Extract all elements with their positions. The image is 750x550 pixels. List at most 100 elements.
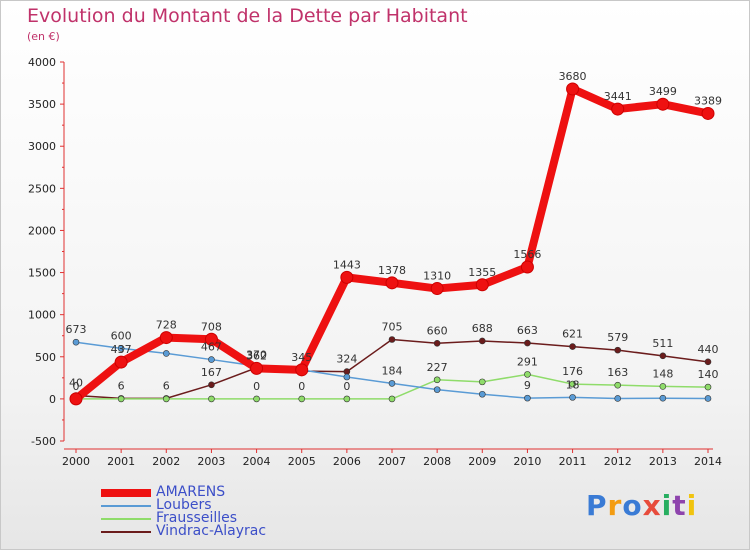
- data-point: [340, 270, 354, 284]
- data-point: [478, 337, 486, 345]
- data-point: [614, 346, 622, 354]
- data-point: [524, 339, 531, 347]
- data-label: 600: [111, 329, 132, 342]
- data-point: [162, 395, 170, 403]
- data-label: 6: [118, 379, 125, 392]
- x-tick-label: 2004: [243, 455, 271, 468]
- data-point: [204, 332, 218, 346]
- legend-label: AMARENS: [156, 484, 226, 500]
- data-point: [162, 350, 170, 357]
- x-tick-label: 2003: [197, 455, 225, 468]
- data-label: 362: [246, 349, 267, 362]
- data-label: 370: [246, 349, 267, 362]
- data-point: [298, 395, 306, 403]
- data-label: 3441: [604, 90, 632, 103]
- data-point: [569, 380, 576, 388]
- chart-title: Evolution du Montant de la Dette par Hab…: [27, 5, 468, 27]
- y-tick-label: 3500: [28, 98, 56, 111]
- data-label: 227: [427, 361, 448, 374]
- data-label: 176: [562, 365, 583, 378]
- data-point: [208, 356, 215, 363]
- legend-swatch: [101, 518, 151, 520]
- logo-letter: o: [622, 489, 643, 522]
- data-point: [117, 345, 125, 352]
- y-tick-label: 0: [49, 393, 56, 406]
- data-label: 1566: [513, 248, 541, 261]
- data-label: 579: [607, 331, 628, 344]
- data-point: [388, 395, 396, 403]
- data-label: 437: [111, 343, 132, 356]
- data-label: 660: [427, 324, 448, 337]
- data-point: [433, 376, 441, 384]
- data-label: 1310: [423, 270, 451, 283]
- legend-label: Vindrac-Alayrac: [156, 523, 267, 539]
- data-point: [524, 394, 531, 402]
- data-point: [569, 394, 576, 401]
- data-point: [614, 381, 622, 389]
- y-tick-label: 1500: [28, 267, 56, 280]
- x-tick-label: 2007: [378, 455, 406, 468]
- x-tick-label: 2013: [649, 455, 677, 468]
- legend-label: Loubers: [156, 497, 212, 513]
- data-point: [704, 358, 712, 366]
- data-point: [478, 378, 486, 386]
- x-tick-label: 2014: [694, 455, 722, 468]
- data-point: [72, 338, 80, 346]
- data-point: [704, 383, 712, 391]
- logo-letter: x: [642, 489, 662, 522]
- logo-letter: i: [661, 489, 673, 522]
- data-label: 728: [156, 319, 177, 332]
- x-tick-label: 2000: [62, 455, 90, 468]
- data-label: 3499: [649, 85, 677, 98]
- data-point: [433, 340, 441, 347]
- data-label: 511: [652, 337, 673, 350]
- data-label: 18: [566, 378, 580, 391]
- data-point: [520, 260, 534, 274]
- data-point: [569, 343, 576, 350]
- logo-letter: r: [607, 489, 623, 522]
- data-point: [566, 82, 580, 96]
- legend-swatch: [101, 531, 151, 533]
- x-tick-label: 2008: [423, 455, 451, 468]
- x-tick-label: 2012: [604, 455, 632, 468]
- data-point: [430, 282, 444, 296]
- data-point: [117, 395, 125, 403]
- data-point: [478, 390, 486, 398]
- data-point: [208, 395, 215, 403]
- data-point: [114, 355, 128, 369]
- x-tick-label: 2010: [513, 455, 541, 468]
- data-point: [656, 97, 670, 111]
- data-label: 621: [562, 328, 583, 341]
- data-label: 140: [698, 368, 719, 381]
- data-label: 0: [343, 380, 350, 393]
- data-point: [614, 395, 622, 402]
- y-tick-label: 4000: [28, 56, 56, 69]
- x-tick-label: 2005: [288, 455, 316, 468]
- data-point: [253, 395, 260, 403]
- chart-subtitle: (en €): [27, 30, 60, 43]
- x-tick-label: 2011: [559, 455, 587, 468]
- data-point: [343, 395, 351, 403]
- series-line-amarens: [72, 84, 712, 403]
- data-point: [433, 386, 441, 393]
- y-tick-label: 2500: [28, 182, 56, 195]
- legend-label: Frausseilles: [156, 510, 238, 526]
- data-point: [388, 380, 396, 387]
- proxiti-logo: Proxiti: [586, 489, 697, 522]
- y-tick-label: 1000: [28, 309, 56, 322]
- data-point: [659, 352, 667, 360]
- data-point: [388, 336, 396, 343]
- data-label: 324: [336, 353, 357, 366]
- data-label: 3389: [694, 94, 722, 107]
- data-point: [704, 395, 712, 402]
- data-point: [208, 381, 215, 389]
- y-tick-label: 3000: [28, 140, 56, 153]
- logo-letter: i: [686, 489, 698, 522]
- data-point: [659, 383, 667, 390]
- data-label: 708: [201, 320, 222, 333]
- data-label: 673: [66, 323, 87, 336]
- data-label: 0: [253, 380, 260, 393]
- data-point: [343, 373, 351, 381]
